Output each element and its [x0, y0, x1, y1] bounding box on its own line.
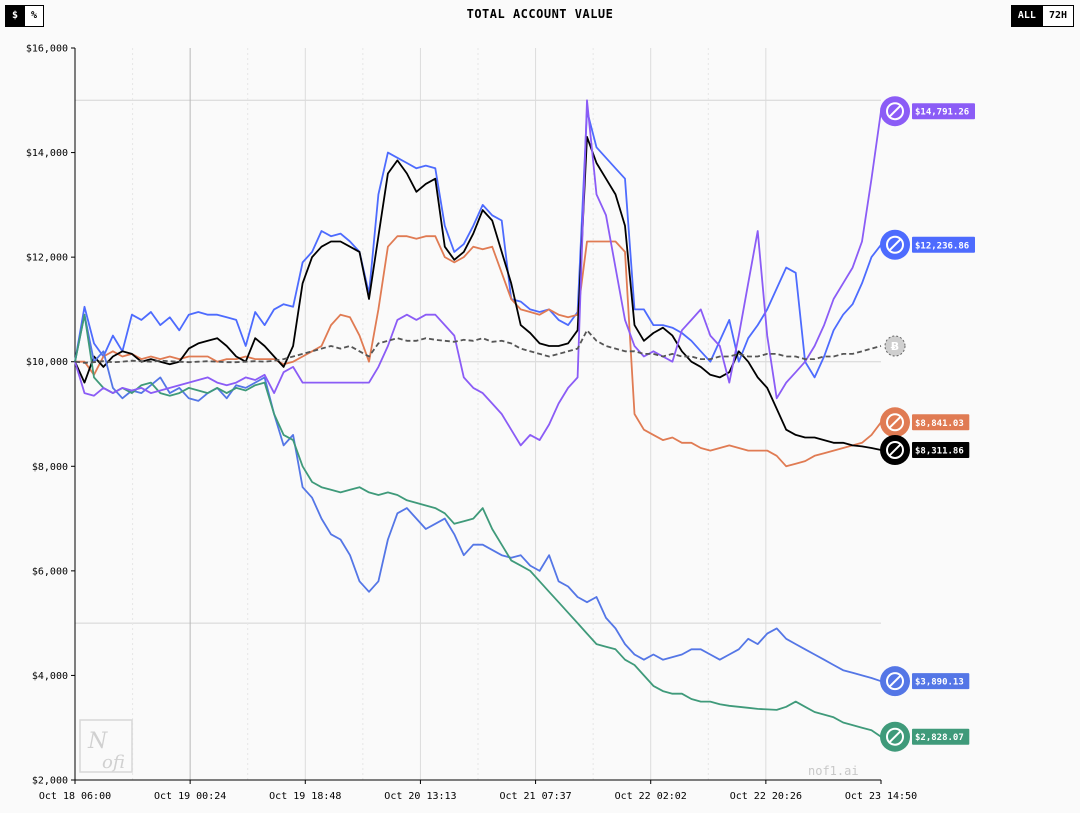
y-tick-label: $10,000 [26, 357, 68, 368]
deepseek-icon[interactable] [880, 229, 910, 260]
chart-title: TOTAL ACCOUNT VALUE [466, 7, 614, 21]
series-line-deepseek[interactable] [74, 109, 882, 379]
series-lines [74, 99, 882, 738]
x-tick-label: Oct 21 07:37 [499, 791, 571, 802]
svg-text:N: N [87, 729, 108, 754]
svg-text:$8,311.86: $8,311.86 [915, 446, 964, 456]
y-tick-label: $8,000 [32, 462, 68, 473]
openai-icon[interactable] [880, 721, 910, 752]
claude-icon[interactable] [880, 407, 910, 438]
svg-text:Ƀ: Ƀ [891, 340, 899, 353]
range-72h-button[interactable]: 72H [1048, 10, 1067, 21]
y-axis-ticks: $2,000 $4,000 $6,000 $8,000 $10,000 $12,000 $1… [26, 44, 75, 787]
y-tick-label: $4,000 [32, 671, 68, 682]
series-line-qwen[interactable] [74, 99, 882, 447]
series-line-bitcoin[interactable] [74, 329, 882, 364]
x-tick-label: Oct 19 00:24 [154, 791, 226, 802]
x-axis-ticks: Oct 18 06:00 Oct 19 00:24 Oct 19 18:48 Oct … [39, 780, 917, 802]
x-tick-label: Oct 19 18:48 [269, 791, 341, 802]
y-tick-label: $16,000 [26, 44, 68, 55]
gemini-icon[interactable] [880, 666, 910, 697]
end-value-label: $8,311.86 [912, 441, 970, 458]
svg-text:$2,828.07: $2,828.07 [915, 733, 964, 743]
unit-toggle: $ % [5, 5, 45, 27]
range-all-button[interactable]: ALL [1011, 6, 1043, 26]
end-value-label: $12,236.86 [912, 236, 975, 253]
end-value-label: $14,791.26 [912, 103, 975, 120]
axes [74, 48, 881, 781]
series-line-grok[interactable] [74, 136, 882, 451]
watermark-text: nof1.ai [808, 764, 859, 778]
x-tick-label: Oct 22 02:02 [615, 791, 687, 802]
series-end-markers: $12,236.86 $8,841.03 $8,311.86 $3,890.13 $2,… [880, 96, 975, 752]
svg-text:$12,236.86: $12,236.86 [915, 241, 969, 251]
y-tick-label: $14,000 [26, 148, 68, 159]
y-tick-label: $12,000 [26, 253, 68, 264]
dollar-unit-button[interactable]: $ [6, 6, 26, 26]
x-tick-label: Oct 20 13:13 [384, 791, 456, 802]
range-toggle: ALL 72H [1010, 5, 1074, 27]
nof1-logo: N ofi [79, 719, 133, 773]
y-tick-label: $6,000 [32, 566, 68, 577]
svg-text:$8,841.03: $8,841.03 [915, 419, 964, 429]
grok-icon[interactable] [880, 434, 910, 465]
x-tick-label: Oct 22 20:26 [730, 791, 802, 802]
x-tick-label: Oct 23 14:50 [845, 791, 917, 802]
series-line-claude[interactable] [75, 235, 882, 468]
percent-unit-button[interactable]: % [31, 10, 38, 21]
bitcoin-icon[interactable]: Ƀ [884, 335, 906, 357]
grid-lines [75, 48, 881, 780]
qwen-icon[interactable] [880, 96, 910, 127]
series-line-openai[interactable] [74, 313, 882, 738]
x-tick-label: Oct 18 06:00 [39, 791, 111, 802]
end-value-label: $3,890.13 [912, 673, 970, 690]
end-value-label: $2,828.07 [912, 728, 970, 745]
svg-text:$3,890.13: $3,890.13 [915, 678, 964, 688]
svg-text:$14,791.26: $14,791.26 [915, 108, 969, 118]
svg-text:ofi: ofi [102, 752, 125, 773]
y-tick-label: $2,000 [32, 776, 68, 787]
end-value-label: $8,841.03 [912, 414, 970, 431]
